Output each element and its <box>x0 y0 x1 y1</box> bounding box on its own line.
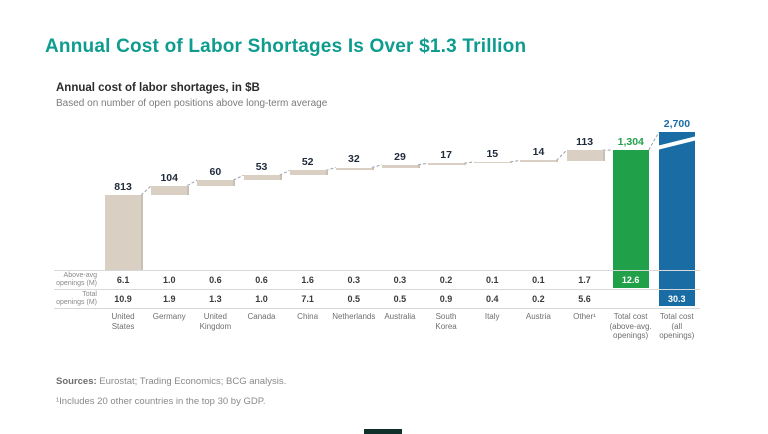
bar-value-label: 60 <box>209 166 222 179</box>
category-label: Australia <box>384 312 416 321</box>
table-cell: 0.1 <box>532 275 545 285</box>
waterfall-bar <box>428 163 467 165</box>
category-axis-labels: United States Germany United Kingdom Canada… <box>100 312 700 341</box>
table-cell: 1.3 <box>209 294 222 304</box>
table-cell: 6.1 <box>116 275 130 285</box>
bar-value-label: 32 <box>348 153 360 166</box>
table-cell: 1.7 <box>578 275 591 285</box>
bar-value-label: 104 <box>160 171 178 184</box>
table-cell: 0.1 <box>485 275 499 285</box>
footnote: ¹Includes 20 other countries in the top … <box>56 396 266 407</box>
table-cell: 10.9 <box>114 294 132 304</box>
table-cell: 0.3 <box>393 275 407 285</box>
waterfall-bar <box>566 150 605 161</box>
category-label: United Kingdom <box>199 312 232 331</box>
category-label: Netherlands <box>332 312 376 321</box>
bar-value-label: 14 <box>532 146 545 159</box>
openings-data-table: Above-avg openings (M) 6.1 1.0 0.6 0.6 1.6 0.3 0… <box>54 270 700 309</box>
table-cell: 0.2 <box>439 275 453 285</box>
table-row: Total openings (M) 10.9 1.9 1.3 1.0 7.1 0.5 0.5 0… <box>54 289 700 309</box>
category-label: Total cost (all openings) <box>659 312 695 340</box>
table-cell: 30.3 <box>667 294 686 304</box>
category-label: Total cost (above-avg. openings) <box>609 312 652 340</box>
table-cell: 0.3 <box>347 275 361 285</box>
table-cell: 12.6 <box>621 275 640 285</box>
category-label: South Korea <box>435 312 457 331</box>
table-cell: 1.6 <box>301 275 314 285</box>
waterfall-bar <box>289 170 328 176</box>
table-cell: 5.6 <box>578 294 591 304</box>
bar-value-label: 17 <box>440 149 452 162</box>
connector-lines <box>140 131 660 196</box>
table-cell: 1.9 <box>162 294 176 304</box>
waterfall-bar <box>474 161 513 164</box>
table-cell: 0.5 <box>393 294 407 304</box>
table-cell: 1.0 <box>162 275 176 285</box>
sources-label: Sources: <box>56 376 97 387</box>
bottom-accent-bar <box>364 429 402 434</box>
table-cell: 0.2 <box>532 294 545 304</box>
waterfall-bar <box>243 175 282 181</box>
waterfall-bar <box>105 195 144 270</box>
waterfall-bar <box>520 160 559 162</box>
category-label: Canada <box>247 312 276 321</box>
axis-break-slash <box>654 135 700 151</box>
bar-value-label: 1,304 <box>617 136 644 148</box>
waterfall-bar <box>151 185 190 196</box>
chart-subtitle-note: Based on number of open positions above … <box>56 98 328 109</box>
sources-line: Sources: Eurostat; Trading Economics; BC… <box>56 376 286 387</box>
bar-value-label: 813 <box>114 181 132 194</box>
total-above-avg-bar <box>612 150 649 288</box>
bar-value-label: 53 <box>255 161 268 174</box>
table-cell: 0.5 <box>347 294 361 304</box>
category-label: Italy <box>484 312 500 321</box>
table-cell: 0.6 <box>255 275 268 285</box>
category-label: Germany <box>152 312 186 321</box>
table-cell: 0.4 <box>485 294 499 304</box>
waterfall-chart: 813 104 60 53 52 32 29 17 15 14 113 1,304 2,700 <box>100 118 700 306</box>
table-cell: 0.6 <box>209 275 222 285</box>
category-label: Other¹ <box>573 312 596 321</box>
table-cell: 7.1 <box>301 294 314 304</box>
waterfall-bar <box>382 164 420 168</box>
chart-subtitle: Annual cost of labor shortages, in $B <box>56 82 260 94</box>
row-label: Above-avg openings (M) <box>56 272 97 287</box>
sources-text: Eurostat; Trading Economics; BCG analysi… <box>96 376 287 387</box>
bar-value-label: 52 <box>301 156 314 169</box>
table-cell: 1.0 <box>255 294 268 304</box>
bar-value-label: 113 <box>576 136 594 149</box>
waterfall-bar <box>335 167 374 171</box>
category-label: United States <box>111 312 135 331</box>
category-label: Austria <box>525 312 551 321</box>
table-row: Above-avg openings (M) 6.1 1.0 0.6 0.6 1.6 0.3 0… <box>54 270 700 289</box>
waterfall-bar <box>197 180 236 186</box>
category-label: China <box>297 312 319 321</box>
total-all-openings-bar <box>654 132 700 306</box>
bar-value-label: 2,700 <box>663 118 691 130</box>
table-cell: 0.9 <box>439 294 453 304</box>
row-label: Total openings (M) <box>56 291 97 306</box>
bar-value-label: 29 <box>394 150 406 163</box>
bar-value-label: 15 <box>486 147 499 160</box>
page-title: Annual Cost of Labor Shortages Is Over $… <box>45 36 527 57</box>
